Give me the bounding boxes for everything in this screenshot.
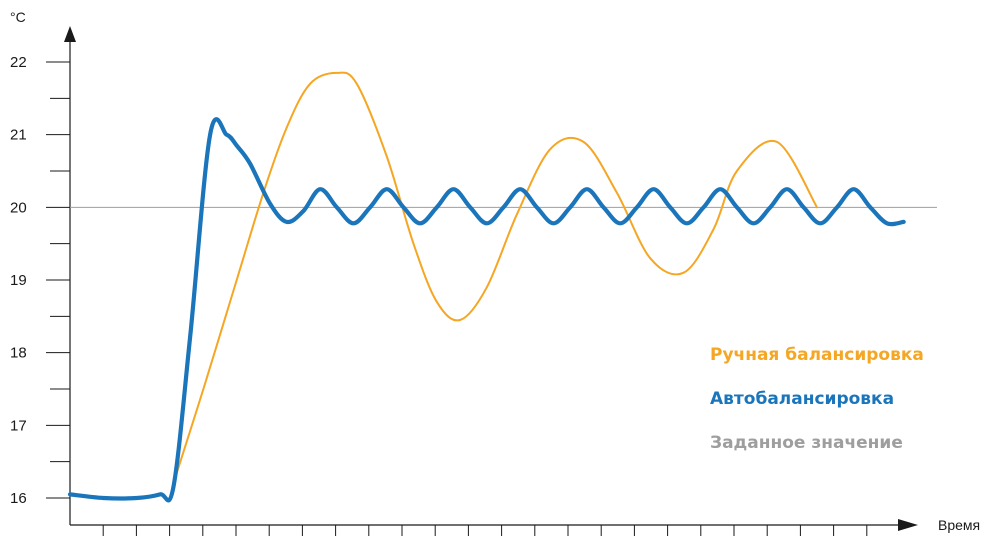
y-tick-label: 22 (10, 54, 27, 71)
axes: °C Время (10, 9, 980, 533)
legend-item-manual: Ручная балансировка (710, 345, 924, 365)
y-axis-arrow-icon (64, 26, 76, 42)
series-manual-balancing-line (172, 71, 818, 485)
y-tick-label: 16 (10, 490, 27, 507)
y-tick-label: 19 (10, 272, 27, 289)
legend: Ручная балансировка Автобалансировка Зад… (710, 345, 924, 453)
y-ticks: 16 17 18 19 20 21 22 (10, 54, 70, 507)
x-axis-label: Время (938, 517, 980, 533)
y-axis-label: °C (10, 9, 26, 25)
y-tick-label: 20 (10, 199, 27, 216)
y-tick-label: 17 (10, 417, 27, 434)
legend-item-setpoint: Заданное значение (710, 433, 903, 453)
series-auto-balancing-line (67, 117, 906, 503)
legend-item-auto: Автобалансировка (710, 389, 894, 409)
y-tick-label: 18 (10, 345, 27, 362)
series-layer (67, 71, 906, 503)
x-ticks (102, 525, 868, 536)
y-tick-label: 21 (10, 127, 27, 144)
x-axis-arrow-icon (898, 519, 918, 531)
